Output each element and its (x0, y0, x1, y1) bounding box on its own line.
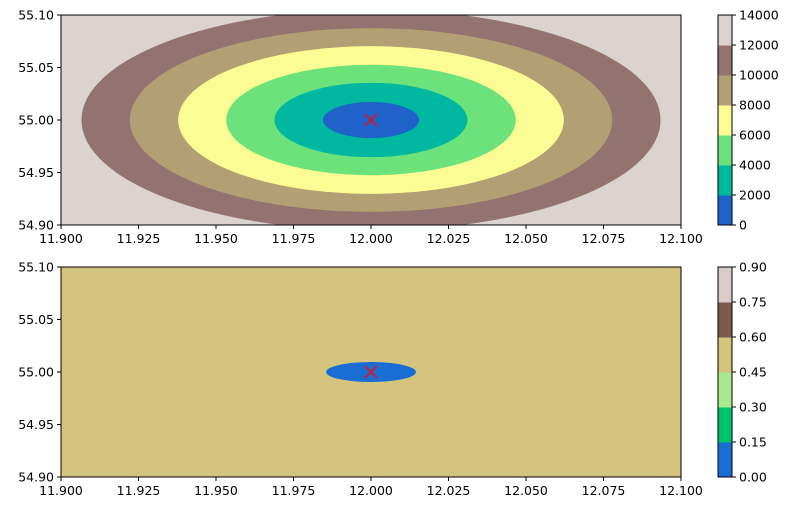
center-marker (364, 113, 378, 127)
colorbar-segment (718, 195, 732, 226)
colorbar-frame (717, 14, 733, 226)
colorbar-segment (718, 442, 732, 478)
colorbar-tick-label: 0.00 (739, 470, 767, 485)
x-tick-label: 12.075 (582, 483, 626, 498)
colorbar-segment (718, 75, 732, 106)
x-tick-label: 11.925 (117, 483, 161, 498)
x-tick-label: 11.950 (194, 483, 238, 498)
contour-plot-top: 11.900 11.925 11.950 11.975 12.000 12.025 12.0… (18, 8, 779, 247)
colorbar-tick-label: 0.60 (739, 330, 767, 345)
colorbar-segment (718, 105, 732, 136)
y-tick-label: 55.10 (18, 8, 54, 23)
colorbar-segment (718, 15, 732, 46)
y-tick-label: 55.00 (18, 113, 54, 128)
x-tick-label: 12.075 (582, 231, 626, 246)
y-tick-label: 55.10 (18, 260, 54, 275)
colorbar-tick-label: 10000 (739, 68, 779, 83)
x-tick-label: 11.925 (117, 231, 161, 246)
y-tick-label: 55.05 (18, 312, 54, 327)
x-tick-label: 12.025 (427, 231, 471, 246)
colorbar-tick-label: 0.75 (739, 295, 767, 310)
colorbar: 0.00 0.15 0.30 0.45 0.60 0.75 0.90 (717, 260, 767, 485)
colorbar-segment (718, 267, 732, 303)
center-marker-stroke-2 (364, 365, 378, 379)
y-tick-label: 54.95 (18, 417, 54, 432)
x-tick-label: 11.975 (272, 483, 316, 498)
colorbar-tick-label: 0.45 (739, 365, 767, 380)
colorbar-tick-label: 0.90 (739, 260, 767, 275)
y-tick-label: 54.95 (18, 165, 54, 180)
x-tick-label: 11.975 (272, 231, 316, 246)
x-tick-label: 12.100 (659, 483, 703, 498)
y-tick-label: 54.90 (18, 218, 54, 233)
colorbar-tick-label: 8000 (739, 98, 771, 113)
y-tick-label: 55.00 (18, 365, 54, 380)
x-tick-label: 11.900 (39, 231, 83, 246)
x-tick-label: 12.050 (504, 483, 548, 498)
x-tick-label: 11.900 (39, 483, 83, 498)
colorbar-tick-label: 2000 (739, 188, 771, 203)
x-tick-label: 12.000 (349, 483, 393, 498)
colorbar-tick-label: 4000 (739, 158, 771, 173)
colorbar-segment (718, 302, 732, 338)
center-marker-stroke-2 (364, 113, 378, 127)
x-tick-label: 12.025 (427, 483, 471, 498)
colorbar-segment (718, 337, 732, 373)
center-marker (364, 365, 378, 379)
x-tick-label: 12.050 (504, 231, 548, 246)
y-tick-label: 54.90 (18, 470, 54, 485)
colorbar-tick-label: 0.30 (739, 400, 767, 415)
x-tick-label: 12.000 (349, 231, 393, 246)
colorbar-segment (718, 372, 732, 408)
y-tick-label: 55.05 (18, 60, 54, 75)
colorbar-tick-label: 0.15 (739, 435, 767, 450)
x-tick-label: 12.100 (659, 231, 703, 246)
colorbar-tick-label: 0 (739, 218, 747, 233)
colorbar-segment (718, 407, 732, 443)
colorbar-segment (718, 45, 732, 76)
colorbar-segment (718, 135, 732, 166)
colorbar-tick-label: 6000 (739, 128, 771, 143)
colorbar-tick-label: 14000 (739, 8, 779, 23)
x-tick-label: 11.950 (194, 231, 238, 246)
colorbar: 0 2000 4000 6000 8000 10000 12000 14000 (717, 8, 779, 233)
colorbar-tick-label: 12000 (739, 38, 779, 53)
colorbar-segment (718, 165, 732, 196)
contour-plot-bottom: 11.900 11.925 11.950 11.975 12.000 12.025 12.0… (18, 260, 767, 499)
